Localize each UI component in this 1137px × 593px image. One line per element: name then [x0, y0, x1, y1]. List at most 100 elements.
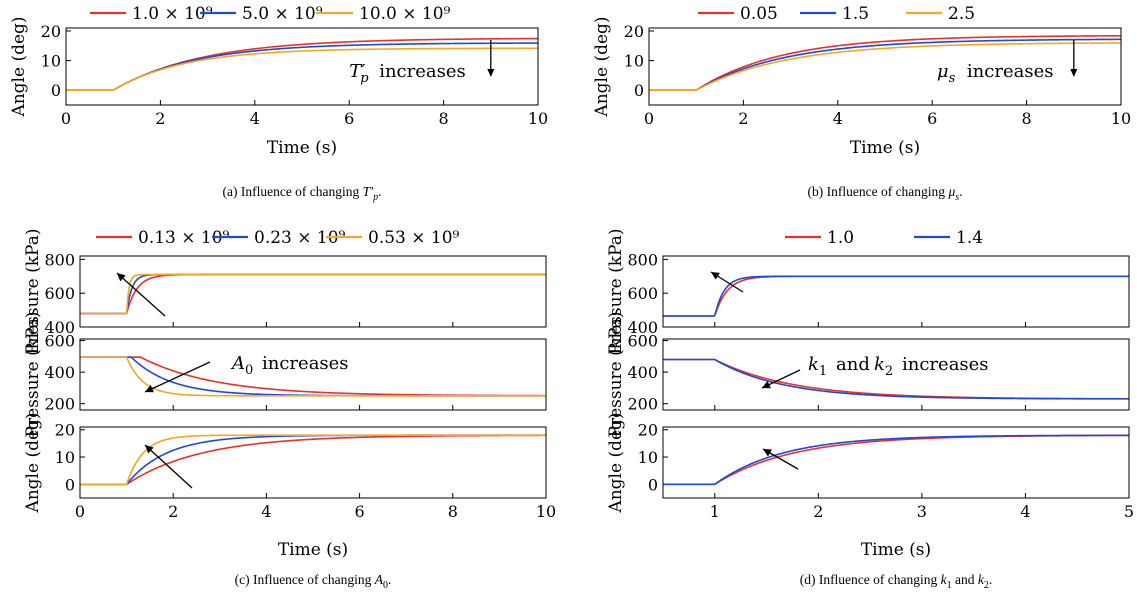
- figure-caption: (c) Influence of changing A0.: [235, 572, 392, 591]
- y-tick-label: 200: [44, 395, 75, 414]
- x-tick-label: 10: [528, 109, 548, 128]
- legend-label: 5.0 × 10⁹: [242, 4, 323, 24]
- x-tick-label: 4: [833, 109, 843, 128]
- series-line-orange: [66, 47, 538, 91]
- annotation-text: increases: [379, 61, 466, 82]
- legend-label: 0.13 × 10⁹: [138, 228, 230, 248]
- series-line-blue: [66, 42, 538, 91]
- y-tick-label: 200: [627, 395, 658, 414]
- panel-c-2: 0 10 20 0 2 4 6 8 10 Angle (deg): [23, 412, 556, 521]
- annotation-text: increases: [262, 353, 349, 374]
- series-line-red: [663, 358, 1129, 400]
- y-tick-label: 20: [638, 421, 658, 440]
- legend-label: 0.53 × 10⁹: [368, 228, 460, 248]
- x-tick-label: 6: [927, 109, 937, 128]
- annotation-arrowhead: [117, 273, 126, 282]
- x-tick-label: 0: [75, 502, 85, 521]
- series-group: [80, 273, 546, 315]
- x-axis-label: Time (s): [267, 138, 337, 158]
- x-tick-label: 1: [710, 502, 720, 521]
- series-line-orange: [80, 434, 546, 486]
- y-axis-label: Pressure (kPa): [23, 229, 43, 355]
- y-tick-label: 400: [627, 318, 658, 337]
- x-tick-label: 3: [917, 502, 927, 521]
- plot-frame: [65, 27, 539, 106]
- y-tick-label: 10: [624, 52, 644, 71]
- annotation-arrowhead: [487, 69, 495, 77]
- series-group: [80, 356, 546, 397]
- x-tick-label: 0: [644, 109, 654, 128]
- annotation-symbol-2: k2: [874, 354, 893, 379]
- y-axis-label: Angle (deg): [9, 16, 29, 117]
- y-tick-label: 20: [41, 22, 61, 41]
- series-group: [663, 434, 1129, 486]
- x-tick-label: 8: [1022, 109, 1032, 128]
- x-tick-label: 6: [344, 109, 354, 128]
- plot-frame: [662, 426, 1130, 499]
- y-tick-label: 400: [627, 363, 658, 382]
- plot-frame: [79, 255, 547, 328]
- series-line-red: [80, 434, 546, 486]
- y-tick-label: 600: [44, 332, 75, 351]
- y-axis-label: Angle (deg): [606, 412, 626, 513]
- annotation-arrowhead: [1070, 69, 1078, 77]
- series-line-red: [663, 434, 1129, 486]
- series-line-blue: [663, 358, 1129, 400]
- annotation-arrow: [144, 361, 211, 393]
- series-group: [663, 275, 1129, 317]
- panel-b-0: 0 10 20 0 2 4 6 8 10 Angle (deg) μs increases: [592, 16, 1131, 128]
- x-tick-label: 0: [61, 109, 71, 128]
- x-tick-label: 8: [439, 109, 449, 128]
- annotation-symbol: k1: [808, 354, 827, 379]
- y-tick-label: 0: [634, 81, 644, 100]
- annotation-arrowhead: [711, 272, 720, 280]
- x-axis-label: Time (s): [850, 138, 920, 158]
- legend-label: 0.23 × 10⁹: [254, 228, 346, 248]
- y-tick-label: 10: [638, 448, 658, 467]
- annotation-symbol: μs: [937, 61, 956, 86]
- annotation-arrow: [144, 444, 193, 489]
- plot-frame: [79, 338, 547, 411]
- y-tick-label: 800: [44, 250, 75, 269]
- y-tick-label: 0: [51, 81, 61, 100]
- y-tick-label: 10: [55, 448, 75, 467]
- series-line-orange: [80, 273, 546, 315]
- y-axis-label: Pressure (kPa): [606, 312, 626, 438]
- annotation-arrowhead: [145, 385, 154, 393]
- series-group: [80, 434, 546, 486]
- x-axis-label: Time (s): [861, 540, 931, 560]
- panel-a-0: 0 10 20 0 2 4 6 8 10 Angle (deg) T′p increases: [9, 16, 548, 128]
- legend-label: 0.05: [740, 4, 778, 24]
- plot-frame: [662, 255, 1130, 328]
- x-tick-label: 4: [250, 109, 260, 128]
- figure-caption: (b) Influence of changing μs.: [807, 184, 962, 203]
- plot-frame: [662, 338, 1130, 411]
- legend-label: 1.4: [956, 228, 983, 248]
- y-tick-label: 800: [627, 250, 658, 269]
- legend-label: 1.0: [827, 228, 854, 248]
- series-line-blue: [663, 275, 1129, 317]
- legend-label: 1.0 × 10⁹: [132, 4, 213, 24]
- series-line-red: [66, 37, 538, 91]
- plot-frame: [79, 426, 547, 499]
- annotation-text: increases: [902, 354, 989, 375]
- y-tick-label: 10: [41, 52, 61, 71]
- x-tick-label: 10: [536, 502, 556, 521]
- series-line-blue: [649, 38, 1121, 91]
- series-line-orange: [649, 42, 1121, 91]
- y-axis-label: Angle (deg): [23, 412, 43, 513]
- x-tick-label: 4: [261, 502, 271, 521]
- legend-label: 10.0 × 10⁹: [359, 4, 451, 24]
- plot-frame: [648, 27, 1122, 106]
- y-tick-label: 400: [44, 318, 75, 337]
- y-tick-label: 0: [648, 475, 658, 494]
- x-tick-label: 5: [1124, 502, 1134, 521]
- legend-label: 2.5: [948, 4, 975, 24]
- annotation-text: increases: [967, 61, 1054, 82]
- figure-caption: (d) Influence of changing k1 and k2.: [800, 572, 993, 591]
